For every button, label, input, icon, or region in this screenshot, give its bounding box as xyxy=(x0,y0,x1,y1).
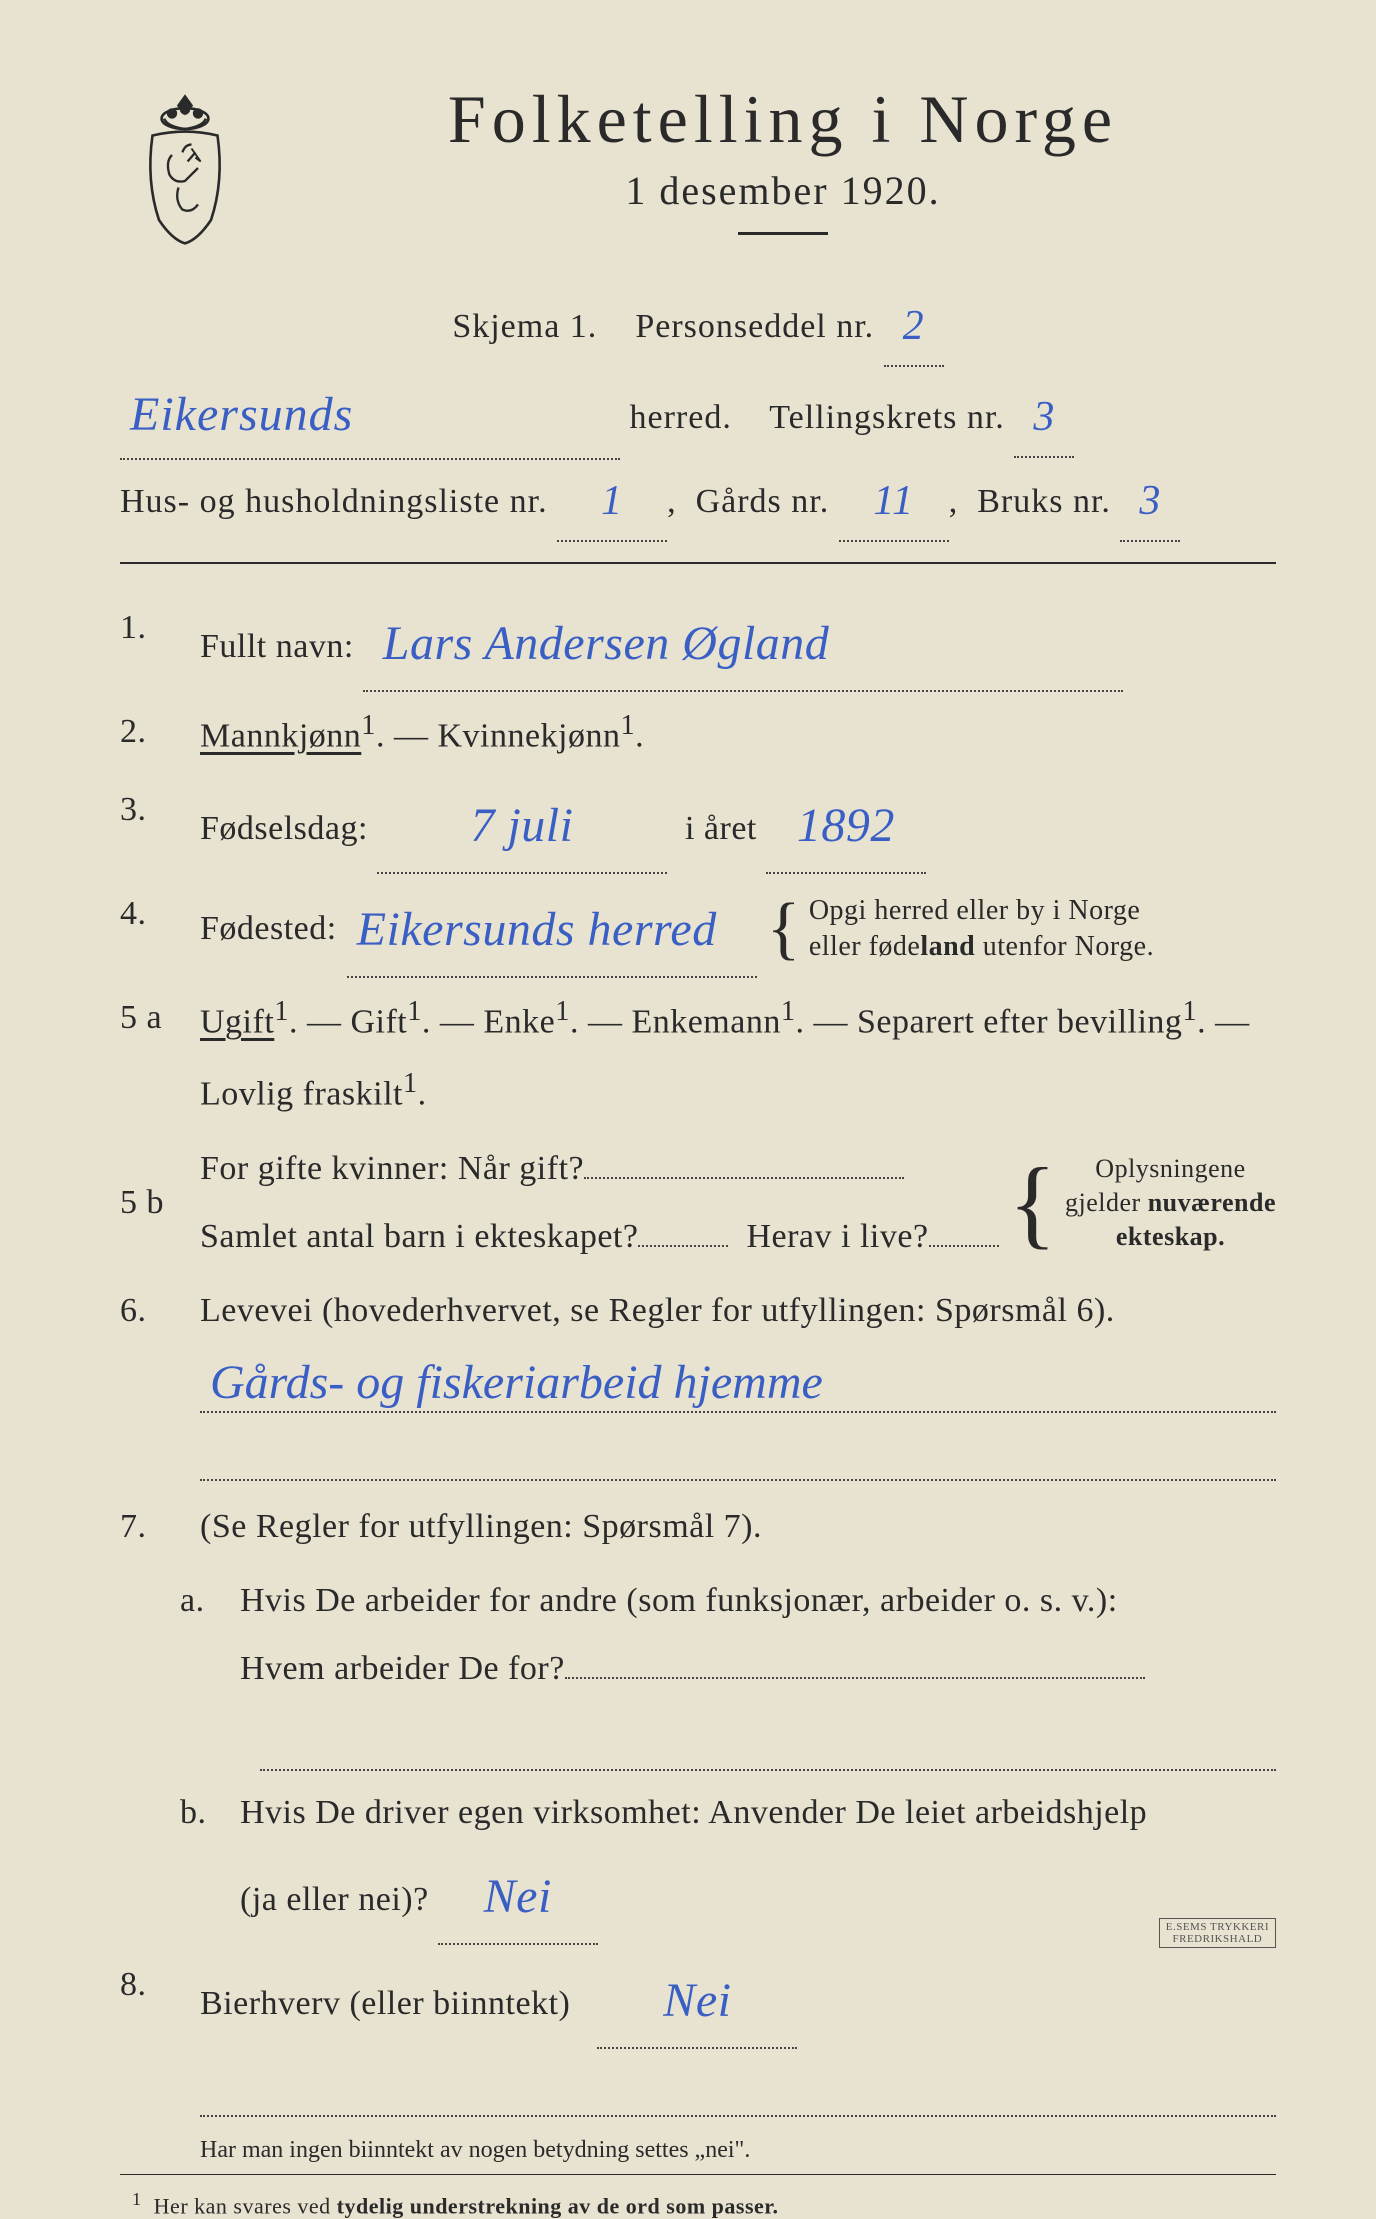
q2-mann: Mannkjønn xyxy=(200,717,361,754)
schema-label: Skjema 1. xyxy=(452,308,597,345)
q3: 3. Fødselsdag: 7 juli i året 1892 xyxy=(120,776,1276,874)
hus-value: 1 xyxy=(601,462,623,542)
q5b-note2: gjelder nuværende xyxy=(1065,1188,1276,1217)
q5b-num: 5 b xyxy=(120,1169,200,1237)
hus-label: Hus- og husholdningsliste nr. xyxy=(120,483,548,520)
census-form: Folketelling i Norge 1 desember 1920. Sk… xyxy=(120,80,1276,1988)
q4-note1: Opgi herred eller by i Norge xyxy=(809,895,1141,926)
q5b-l1: For gifte kvinner: Når gift? xyxy=(200,1150,584,1187)
q5b: 5 b For gifte kvinner: Når gift? Samlet … xyxy=(120,1135,1276,1271)
q4-value: Eikersunds herred xyxy=(357,882,717,978)
q5b-note3: ekteskap. xyxy=(1116,1222,1225,1251)
q1-num: 1. xyxy=(120,594,200,662)
herred-line: Eikersunds herred. Tellingskrets nr. 3 xyxy=(120,367,1276,460)
q2-sup2: 1 xyxy=(621,710,636,741)
footnote-1: Har man ingen biinntekt av nogen betydni… xyxy=(120,2137,1276,2164)
q3-year-label: i året xyxy=(685,810,757,847)
hus-line: Hus- og husholdningsliste nr. 1, Gårds n… xyxy=(120,460,1276,542)
q5a-ugift: Ugift xyxy=(200,1003,274,1040)
q5b-note-group: { Oplysningene gjelder nuværende ekteska… xyxy=(1009,1152,1276,1253)
main-title: Folketelling i Norge xyxy=(290,80,1276,159)
q7b-num: b. xyxy=(180,1779,240,1847)
gards-value: 11 xyxy=(873,462,914,542)
q3-day: 7 juli xyxy=(470,778,573,874)
q7a-answer-line xyxy=(260,1711,1276,1771)
title-block: Folketelling i Norge 1 desember 1920. xyxy=(290,80,1276,265)
q5a-enke: Enke xyxy=(483,1003,555,1040)
printer-mark: E.SEMS TRYKKERIFREDRIKSHALD xyxy=(1159,1918,1276,1948)
q6-value: Gårds- og fiskeriarbeid hjemme xyxy=(200,1355,823,1410)
q6-answer-line2 xyxy=(200,1421,1276,1481)
q8: 8. Bierhverv (eller biinntekt) Nei xyxy=(120,1951,1276,2049)
q7: 7. (Se Regler for utfyllingen: Spørsmål … xyxy=(120,1493,1276,1561)
q4-note2: eller fødeland utenfor Norge. xyxy=(809,931,1154,962)
section-divider xyxy=(120,562,1276,564)
footnote-2: 1 Her kan svares ved tydelig understrekn… xyxy=(120,2189,1276,2219)
q2-sup1: 1 xyxy=(361,710,376,741)
q5a-num: 5 a xyxy=(120,984,200,1052)
q7b-l2: (ja eller nei)? xyxy=(240,1881,429,1918)
q4: 4. Fødested: Eikersunds herred { Opgi he… xyxy=(120,880,1276,978)
q2-sep: . — xyxy=(376,717,429,754)
tellingskrets-value: 3 xyxy=(1033,378,1055,458)
q4-note-group: { Opgi herred eller by i Norge eller fød… xyxy=(767,893,1154,966)
q5a-gift: Gift xyxy=(350,1003,407,1040)
q3-label: Fødselsdag: xyxy=(200,810,368,847)
q4-num: 4. xyxy=(120,880,200,948)
q7a-num: a. xyxy=(180,1567,240,1635)
q2-num: 2. xyxy=(120,698,200,766)
q2-kvinne: Kvinnekjønn xyxy=(437,717,620,754)
personseddel-label: Personseddel nr. xyxy=(635,308,874,345)
tellingskrets-label: Tellingskrets nr. xyxy=(769,399,1005,436)
q6-num: 6. xyxy=(120,1277,200,1345)
q5b-l2a: Samlet antal barn i ekteskapet? xyxy=(200,1218,638,1255)
q7-label: (Se Regler for utfyllingen: Spørsmål 7). xyxy=(200,1508,762,1545)
q3-year: 1892 xyxy=(797,778,895,874)
q6-answer-line: Gårds- og fiskeriarbeid hjemme xyxy=(200,1353,1276,1413)
coat-of-arms-icon xyxy=(120,90,250,250)
q3-num: 3. xyxy=(120,776,200,844)
q7b-l1: Hvis De driver egen virksomhet: Anvender… xyxy=(240,1794,1147,1831)
brace-icon: { xyxy=(767,908,801,950)
q4-label: Fødested: xyxy=(200,895,337,963)
schema-line: Skjema 1. Personseddel nr. 2 xyxy=(120,285,1276,367)
q7a-l2: Hvem arbeider De for? xyxy=(240,1650,565,1687)
q5a-separert: Separert efter bevilling xyxy=(857,1003,1182,1040)
bruks-label: Bruks nr. xyxy=(977,483,1111,520)
q6: 6. Levevei (hovederhvervet, se Regler fo… xyxy=(120,1277,1276,1345)
footnote-divider xyxy=(120,2174,1276,2175)
q1: 1. Fullt navn: Lars Andersen Øgland xyxy=(120,594,1276,692)
q5b-note1: Oplysningene xyxy=(1095,1154,1245,1183)
q2: 2. Mannkjønn1. — Kvinnekjønn1. xyxy=(120,698,1276,770)
q8-num: 8. xyxy=(120,1951,200,2019)
q7-num: 7. xyxy=(120,1493,200,1561)
q7b: b. Hvis De driver egen virksomhet: Anven… xyxy=(120,1779,1276,1945)
header: Folketelling i Norge 1 desember 1920. xyxy=(120,80,1276,265)
q5a: 5 a Ugift1. — Gift1. — Enke1. — Enkemann… xyxy=(120,984,1276,1129)
q8-answer-line xyxy=(200,2057,1276,2117)
q5a-enkemann: Enkemann xyxy=(631,1003,780,1040)
title-divider xyxy=(738,232,828,235)
q8-value: Nei xyxy=(663,1953,731,2049)
bruks-value: 3 xyxy=(1139,462,1161,542)
q7b-value: Nei xyxy=(484,1849,552,1945)
questions: 1. Fullt navn: Lars Andersen Øgland 2. M… xyxy=(120,594,1276,2219)
herred-label: herred. xyxy=(630,399,732,436)
q8-label: Bierhverv (eller biinntekt) xyxy=(200,1985,570,2022)
brace-icon: { xyxy=(1009,1173,1058,1233)
personseddel-value: 2 xyxy=(903,287,925,367)
q7a: a. Hvis De arbeider for andre (som funks… xyxy=(120,1567,1276,1703)
q5a-lovlig: Lovlig fraskilt xyxy=(200,1076,403,1113)
q5b-l2b: Herav i live? xyxy=(746,1218,928,1255)
herred-value: Eikersunds xyxy=(130,369,353,460)
q7a-l1: Hvis De arbeider for andre (som funksjon… xyxy=(240,1582,1118,1619)
gards-label: Gårds nr. xyxy=(696,483,830,520)
q1-label: Fullt navn: xyxy=(200,628,354,665)
q1-value: Lars Andersen Øgland xyxy=(383,596,829,692)
q6-label: Levevei (hovederhvervet, se Regler for u… xyxy=(200,1292,1115,1329)
subtitle: 1 desember 1920. xyxy=(290,167,1276,214)
